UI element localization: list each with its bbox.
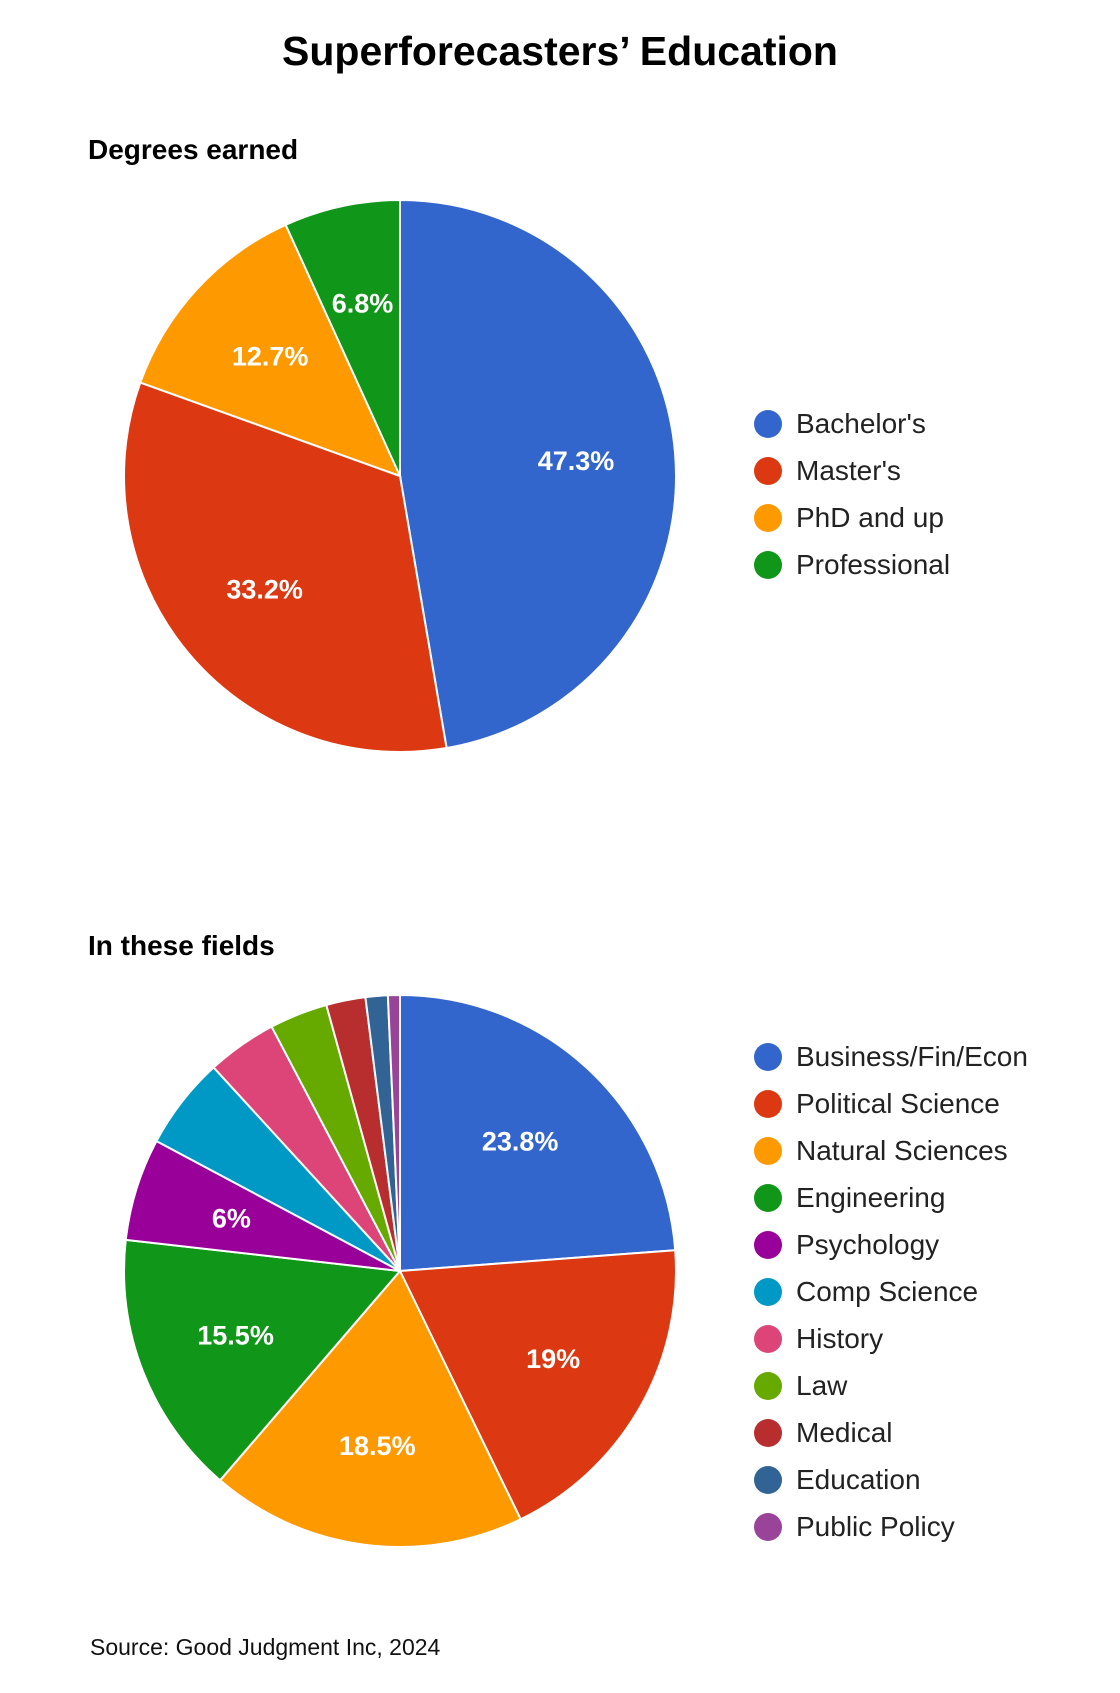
legend-swatch: [754, 550, 782, 579]
page-title: Superforecasters’ Education: [282, 28, 838, 74]
legend-swatch: [754, 1183, 782, 1212]
degrees-legend: Bachelor's Master's PhD and up Professional: [754, 400, 950, 588]
legend-swatch: [754, 409, 782, 438]
legend-swatch: [754, 1089, 782, 1118]
legend-item-comp-science: Comp Science: [754, 1268, 1028, 1315]
slice-label-natural-sciences: 18.5%: [339, 1431, 416, 1461]
legend-swatch: [754, 1465, 782, 1494]
source-note: Source: Good Judgment Inc, 2024: [90, 1634, 441, 1660]
fields-pie-chart: 23.8% 19% 18.5% 15.5% 6%: [123, 993, 677, 1548]
legend-label: Law: [796, 1369, 848, 1401]
legend-item-law: Law: [754, 1362, 1028, 1409]
legend-swatch: [754, 1136, 782, 1165]
legend-swatch: [754, 503, 782, 532]
slice-label-psychology: 6%: [212, 1204, 251, 1234]
pie-slice-professional: [284, 198, 401, 477]
legend-item-medical: Medical: [754, 1409, 1028, 1456]
legend-label: Engineering: [796, 1181, 946, 1213]
legend-label: Master's: [796, 454, 901, 486]
legend-label: Professional: [796, 548, 951, 580]
legend-swatch: [754, 1512, 782, 1541]
pie-slice-business-fin-econ: [399, 993, 677, 1273]
legend-label: PhD and up: [796, 501, 944, 533]
fields-legend: Business/Fin/Econ Political Science Natura…: [754, 1033, 1028, 1550]
degrees-chart-title: Degrees earned: [88, 134, 299, 165]
legend-label: Medical: [796, 1416, 893, 1448]
slice-label-bachelor-s: 47.3%: [538, 446, 615, 476]
legend-swatch: [754, 456, 782, 485]
pie-slice-engineering: [123, 1238, 402, 1482]
legend-item-natural-sciences: Natural Sciences: [754, 1127, 1028, 1174]
legend-item-political-science: Political Science: [754, 1080, 1028, 1127]
legend-label: Business/Fin/Econ: [796, 1040, 1028, 1072]
legend-swatch: [754, 1042, 782, 1071]
legend-swatch: [754, 1371, 782, 1400]
degrees-pie-chart: 47.3% 33.2% 12.7% 6.8%: [123, 198, 677, 753]
legend-label: Comp Science: [796, 1275, 979, 1307]
slice-label-master-s: 33.2%: [226, 574, 303, 604]
legend-label: Bachelor's: [796, 407, 926, 439]
legend-label: Psychology: [796, 1228, 940, 1260]
legend-swatch: [754, 1324, 782, 1353]
legend-label: Public Policy: [796, 1510, 955, 1542]
legend-item-professional: Professional: [754, 541, 950, 588]
pie-slice-master-s: [123, 381, 448, 753]
slice-label-business-fin-econ: 23.8%: [482, 1126, 559, 1156]
pie-slice-public-policy: [386, 993, 401, 1272]
legend-swatch: [754, 1230, 782, 1259]
legend-swatch: [754, 1277, 782, 1306]
legend-item-bachelor-s: Bachelor's: [754, 400, 950, 447]
legend-item-psychology: Psychology: [754, 1221, 1028, 1268]
slice-label-phd-and-up: 12.7%: [232, 341, 309, 371]
pie-slice-bachelor-s: [399, 198, 677, 750]
legend-swatch: [754, 1418, 782, 1447]
legend-item-history: History: [754, 1315, 1028, 1362]
pie-slice-phd-and-up: [139, 223, 402, 478]
legend-item-engineering: Engineering: [754, 1174, 1028, 1221]
legend-item-education: Education: [754, 1456, 1028, 1503]
slice-label-engineering: 15.5%: [197, 1321, 274, 1351]
legend-item-phd-and-up: PhD and up: [754, 494, 950, 541]
legend-item-public-policy: Public Policy: [754, 1503, 1028, 1550]
legend-item-master-s: Master's: [754, 447, 950, 494]
legend-label: History: [796, 1322, 884, 1354]
pie-slice-natural-sciences: [218, 1269, 522, 1548]
fields-chart-title: In these fields: [88, 930, 275, 961]
slice-label-political-science: 19%: [526, 1344, 580, 1374]
legend-label: Natural Sciences: [796, 1134, 1008, 1166]
legend-label: Political Science: [796, 1087, 1000, 1119]
legend-item-business-fin-econ: Business/Fin/Econ: [754, 1033, 1028, 1080]
slice-label-professional: 6.8%: [332, 288, 394, 318]
pie-slice-political-science: [398, 1249, 677, 1521]
legend-label: Education: [796, 1463, 921, 1495]
